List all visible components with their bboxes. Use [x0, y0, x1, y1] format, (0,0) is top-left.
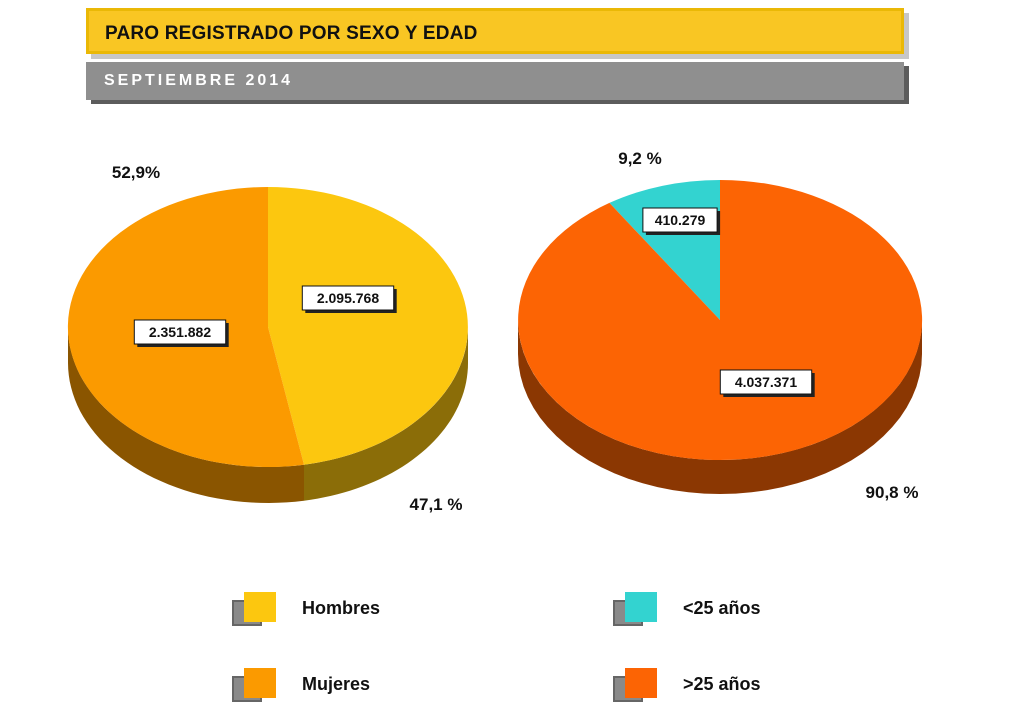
percent-label-25-a-os: 9,2 %: [618, 149, 661, 168]
svg-text:2.095.768: 2.095.768: [317, 290, 379, 306]
svg-text:410.279: 410.279: [655, 212, 706, 228]
data-label-mujeres: 2.351.882: [133, 319, 229, 347]
data-label-25-a-os: 4.037.371: [719, 369, 815, 397]
data-label-25-a-os: 410.279: [642, 207, 721, 235]
legend-swatch: [244, 592, 276, 622]
pie-side-25-a-os: [518, 320, 922, 494]
subtitle-banner: SEPTIEMBRE 2014: [86, 62, 904, 100]
legend-label: Hombres: [302, 598, 381, 618]
legend-swatch: [244, 668, 276, 698]
data-label-hombres: 2.095.768: [301, 285, 397, 313]
pie-side-hombres: [304, 327, 468, 501]
pie-slice-25-a-os: [518, 179, 923, 460]
percent-label-25-a-os: 90,8 %: [866, 483, 919, 502]
chart-subtitle: SEPTIEMBRE 2014: [104, 72, 294, 89]
pie-side-mujeres: [68, 327, 304, 503]
legend-label: >25 años: [683, 674, 761, 694]
percent-label-mujeres: 52,9%: [112, 163, 160, 182]
svg-text:4.037.371: 4.037.371: [735, 374, 797, 390]
chart-title: PARO REGISTRADO POR SEXO Y EDAD: [105, 23, 478, 44]
pie-slice-hombres: [268, 187, 468, 465]
legend-label: <25 años: [683, 598, 761, 618]
legend-swatch: [625, 592, 657, 622]
title-banner: PARO REGISTRADO POR SEXO Y EDAD: [86, 8, 904, 54]
svg-text:2.351.882: 2.351.882: [149, 324, 211, 340]
percent-label-hombres: 47,1 %: [410, 495, 463, 514]
legend-label: Mujeres: [302, 674, 371, 694]
legend-swatch: [625, 668, 657, 698]
